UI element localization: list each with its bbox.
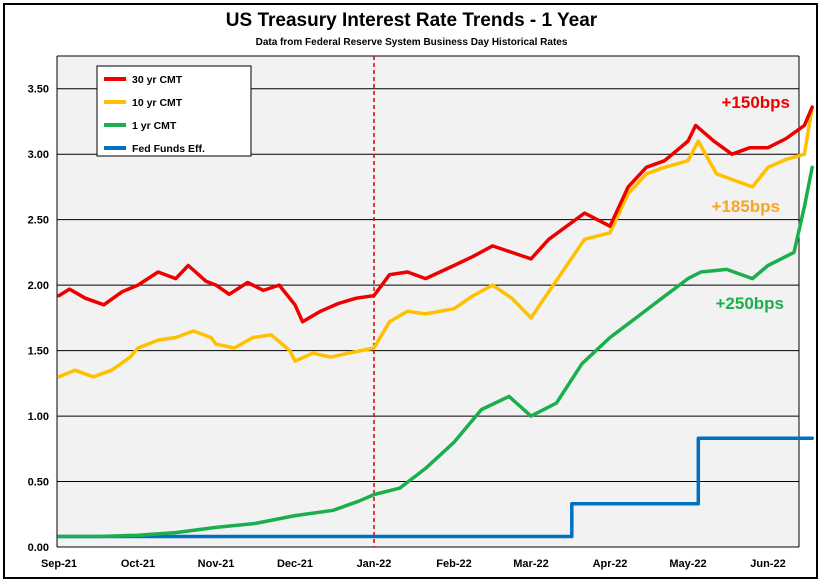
x-axis-ticks: Sep-21 Oct-21 Nov-21 Dec-21 Jan-22 Feb-22 Mar-… [41, 558, 786, 570]
chart-title: US Treasury Interest Rate Trends - 1 Yea… [225, 10, 598, 31]
series-line-fed-funds-eff [57, 436, 814, 539]
y-tick-label: 1.00 [28, 411, 49, 423]
y-tick-label: 2.50 [28, 215, 49, 227]
x-tick-label: Jan-22 [357, 558, 392, 570]
x-tick-label: Nov-21 [198, 558, 235, 570]
chart-subtitle: Data from Federal Reserve System Busines… [255, 37, 568, 48]
legend-label: 1 yr CMT [132, 120, 177, 132]
annotation-label: +250bps [715, 294, 784, 313]
y-axis-ticks: 0.00 0.50 1.00 1.50 2.00 2.50 3.00 3.50 [28, 84, 49, 554]
y-tick-label: 0.00 [28, 542, 49, 554]
y-tick-label: 0.50 [28, 477, 49, 489]
x-tick-label: May-22 [669, 558, 706, 570]
x-tick-label: Sep-21 [41, 558, 77, 570]
x-tick-label: Jun-22 [750, 558, 785, 570]
x-tick-label: Oct-21 [121, 558, 155, 570]
legend-label: 10 yr CMT [132, 97, 183, 109]
annotations: +150bps +185bps +250bps [711, 93, 790, 313]
y-tick-label: 2.00 [28, 280, 49, 292]
x-tick-label: Feb-22 [436, 558, 471, 570]
annotation-label: +185bps [711, 197, 780, 216]
series-line-10-yr-cmt [57, 105, 814, 379]
series-line-30-yr-cmt [57, 105, 814, 324]
x-tick-label: Mar-22 [513, 558, 548, 570]
y-tick-label: 1.50 [28, 346, 49, 358]
series-lines [57, 105, 814, 539]
series-line-1-yr-cmt [57, 165, 814, 539]
y-tick-label: 3.50 [28, 84, 49, 96]
x-tick-label: Dec-21 [277, 558, 313, 570]
legend-label: Fed Funds Eff. [132, 143, 205, 155]
y-tick-label: 3.00 [28, 149, 49, 161]
legend-label: 30 yr CMT [132, 74, 183, 86]
annotation-label: +150bps [721, 93, 790, 112]
x-tick-label: Apr-22 [593, 558, 628, 570]
legend: 30 yr CMT 10 yr CMT 1 yr CMT Fed Funds Eff. [96, 65, 252, 157]
